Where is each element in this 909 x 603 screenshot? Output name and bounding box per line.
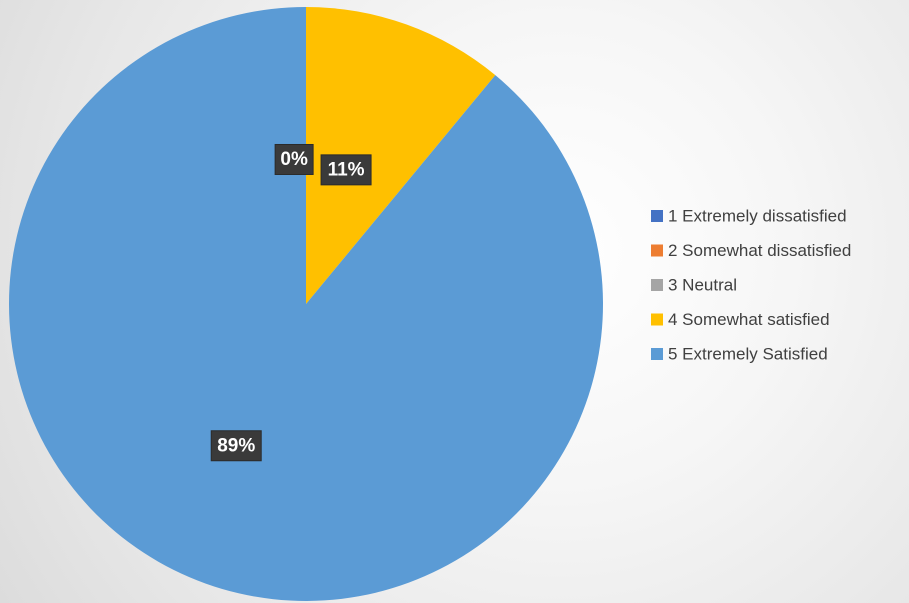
data-label-4: 11%	[320, 154, 372, 186]
legend-label-1: 1 Extremely dissatisfied	[668, 207, 847, 226]
data-label-text-5: 89%	[217, 435, 255, 456]
legend-swatch-5	[651, 348, 663, 360]
legend-item-1: 1 Extremely dissatisfied	[651, 207, 847, 226]
pie-slices	[8, 7, 603, 602]
legend-item-3: 3 Neutral	[651, 276, 737, 295]
data-label-text-1: 0%	[280, 149, 308, 170]
legend-label-3: 3 Neutral	[668, 276, 737, 295]
legend: 1 Extremely dissatisfied 2 Somewhat dissa…	[651, 207, 851, 364]
legend-swatch-1	[651, 210, 663, 222]
legend-item-2: 2 Somewhat dissatisfied	[651, 241, 851, 260]
legend-label-2: 2 Somewhat dissatisfied	[668, 241, 851, 260]
legend-swatch-2	[651, 244, 663, 257]
legend-item-4: 4 Somewhat satisfied	[651, 310, 830, 329]
pie-slice-4	[306, 7, 496, 304]
legend-swatch-3	[651, 279, 663, 291]
data-label-5: 89%	[210, 430, 262, 462]
data-label-box-4	[320, 154, 372, 186]
legend-label-4: 4 Somewhat satisfied	[668, 310, 830, 329]
legend-item-5: 5 Extremely Satisfied	[651, 345, 828, 364]
data-label-1: 0%	[274, 143, 314, 175]
data-label-box-5	[210, 430, 262, 462]
data-label-text-4: 11%	[328, 159, 365, 180]
pie-slice-5	[8, 7, 603, 602]
legend-label-5: 5 Extremely Satisfied	[668, 345, 828, 364]
data-label-box-1	[274, 143, 314, 175]
data-labels: 0% 11% 89%	[210, 143, 372, 462]
legend-swatch-4	[651, 313, 663, 326]
